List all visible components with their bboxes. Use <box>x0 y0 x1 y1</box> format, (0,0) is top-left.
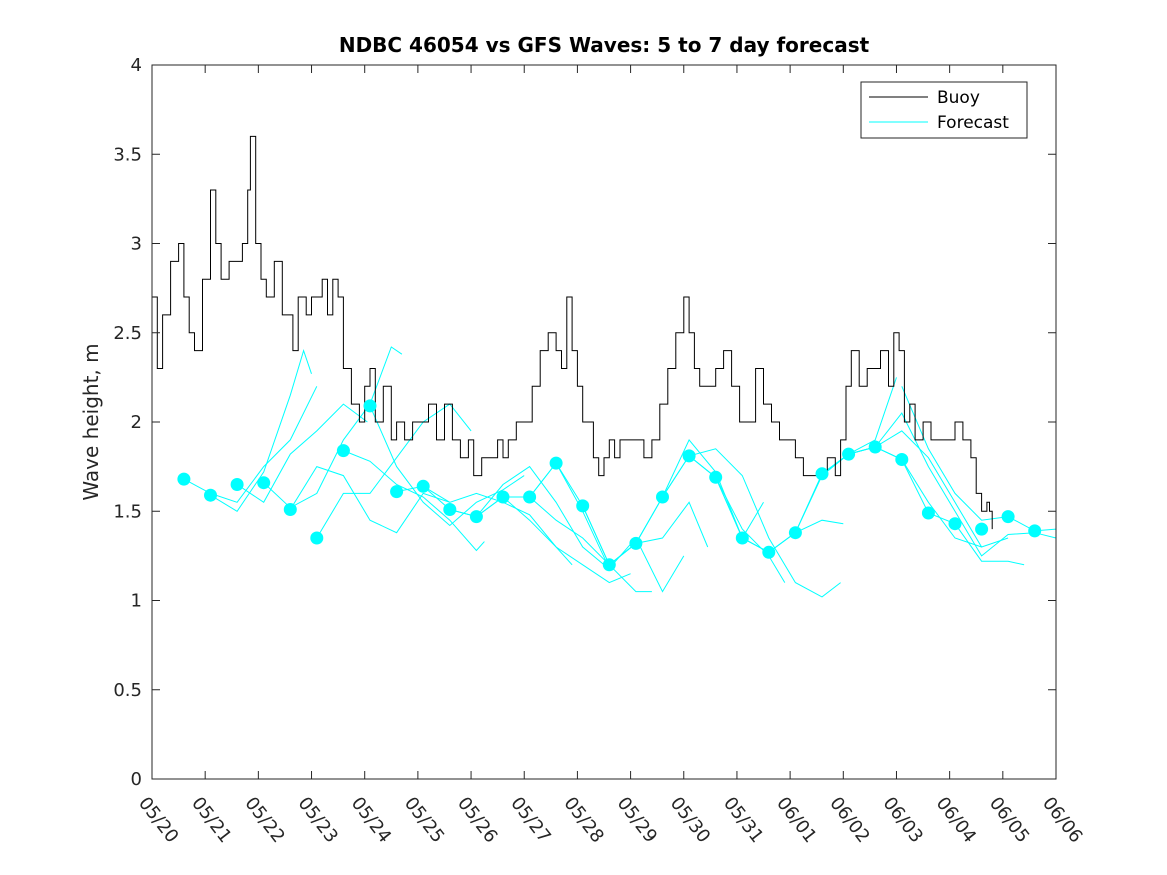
y-axis-label: Wave height, m <box>79 343 103 500</box>
forecast-marker <box>496 490 510 504</box>
forecast-marker <box>868 440 882 454</box>
forecast-marker <box>310 531 324 545</box>
forecast-marker <box>629 536 643 550</box>
marker-layer <box>177 399 1042 572</box>
y-tick-label: 0 <box>131 769 142 790</box>
forecast-marker <box>656 490 669 504</box>
y-tick-label: 1 <box>131 591 142 612</box>
forecast-marker <box>921 506 935 520</box>
forecast-marker <box>975 522 989 536</box>
legend-label-buoy: Buoy <box>937 88 980 108</box>
forecast-marker <box>416 479 430 493</box>
y-tick-label: 3.5 <box>113 144 142 165</box>
forecast-line <box>369 405 525 527</box>
forecast-marker <box>842 447 856 461</box>
forecast-marker <box>443 503 457 516</box>
y-tick-label: 0.5 <box>113 680 142 701</box>
y-tick-label: 2 <box>131 412 142 433</box>
forecast-marker <box>469 510 483 524</box>
forecast-marker <box>682 449 696 463</box>
buoy-layer <box>152 135 993 530</box>
y-tick-label: 1.5 <box>113 501 142 522</box>
forecast-marker <box>815 467 829 481</box>
forecast-marker <box>283 503 297 516</box>
forecast-marker <box>895 453 909 466</box>
forecast-marker <box>709 470 723 484</box>
forecast-marker <box>230 478 244 491</box>
forecast-marker <box>523 490 537 504</box>
forecast-marker <box>390 485 404 499</box>
forecast-line <box>236 403 368 504</box>
forecast-marker <box>177 472 191 486</box>
y-tick-label: 3 <box>131 234 142 255</box>
forecast-line <box>343 450 485 552</box>
buoy-line <box>152 135 993 530</box>
forecast-marker <box>363 399 377 413</box>
forecast-marker <box>257 476 271 490</box>
forecast-marker <box>1001 510 1015 524</box>
forecast-marker <box>549 456 563 470</box>
forecast-marker <box>602 558 616 572</box>
forecast-marker <box>762 545 776 559</box>
y-tick-label: 4 <box>131 55 142 76</box>
y-tick-label: 2.5 <box>113 323 142 344</box>
forecast-marker <box>788 526 802 540</box>
legend-box <box>860 81 1028 139</box>
forecast-marker <box>1028 524 1042 538</box>
forecast-marker <box>735 531 749 545</box>
legend-label-forecast: Forecast <box>937 113 1009 133</box>
chart-title: NDBC 46054 vs GFS Waves: 5 to 7 day fore… <box>339 33 870 57</box>
forecast-line <box>210 348 312 512</box>
forecast-marker <box>576 499 590 513</box>
forecast-line <box>289 465 450 534</box>
legend: Buoy Forecast <box>860 81 1028 139</box>
forecast-marker <box>204 488 217 502</box>
forecast-marker <box>336 444 350 458</box>
forecast-marker <box>948 517 962 531</box>
y-axis: 0 0.5 1 1.5 2 2.5 3 3.5 4 <box>113 55 1056 790</box>
